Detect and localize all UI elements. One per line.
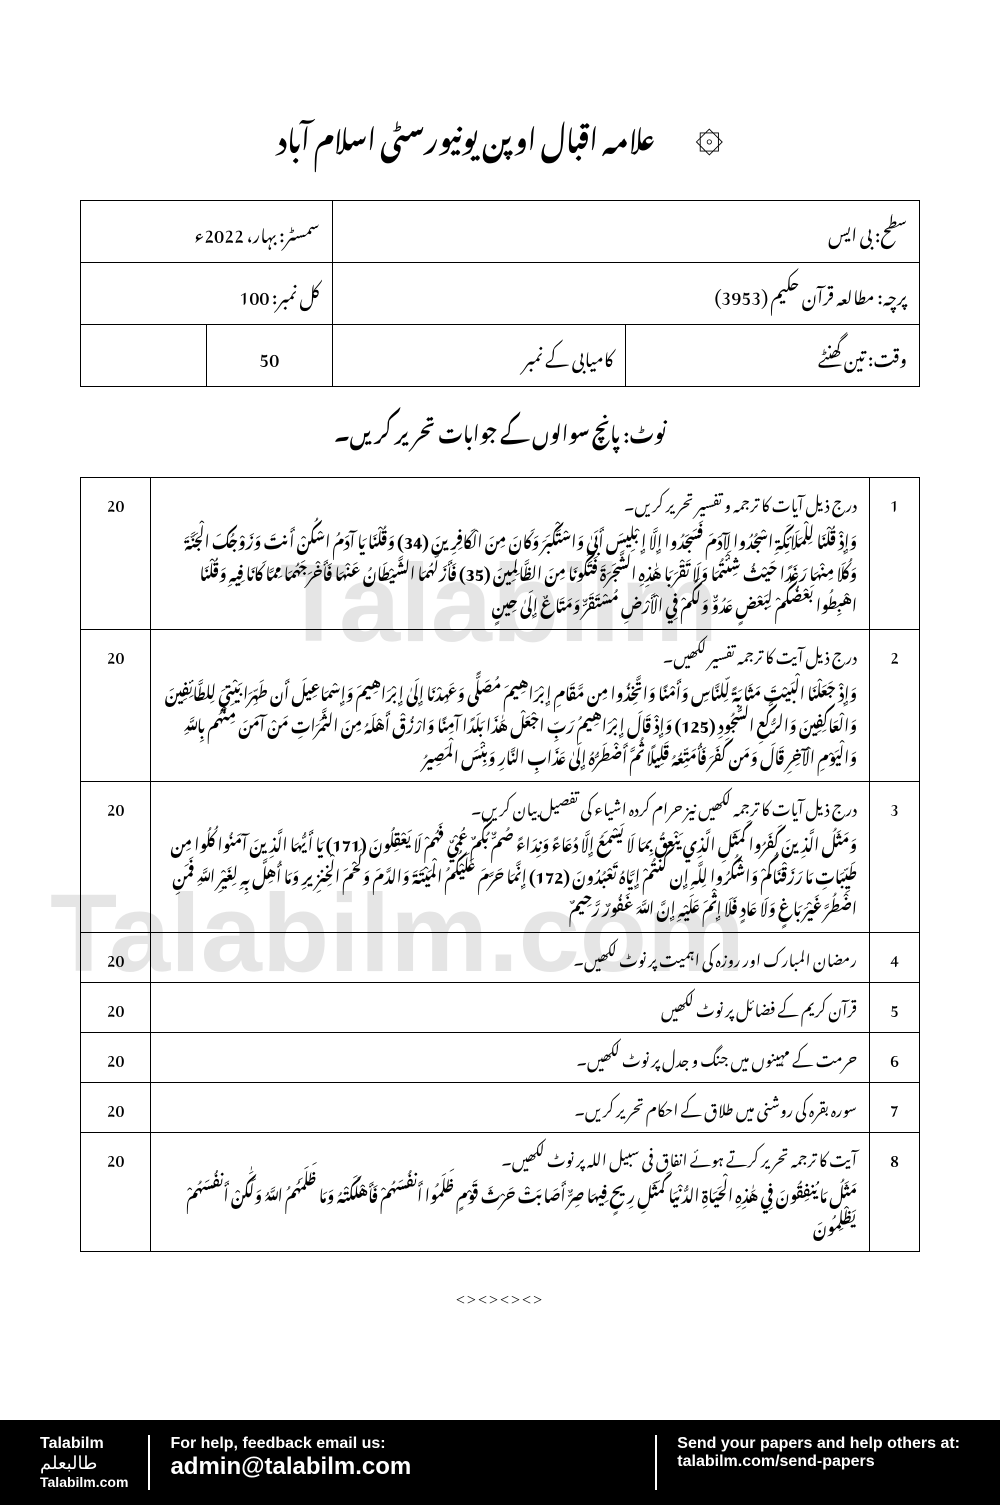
pass-label-cell: کامیابی کے نمبر [332, 325, 626, 387]
table-row: 7 سورہ بقرہ کی روشنی میں طلاق کے احکام تح… [81, 1082, 920, 1132]
question-marks: 20 [81, 983, 151, 1033]
question-marks: 20 [81, 1132, 151, 1252]
header: ۞ علامہ اقبال اوپن یونیورسٹی اسلام آباد [80, 100, 920, 170]
total-marks-cell: کل نمبر: 100 [81, 263, 333, 325]
footer-brand-urdu: طالبعلم [40, 1453, 128, 1474]
exam-paper-page: ۞ علامہ اقبال اوپن یونیورسٹی اسلام آباد … [0, 0, 1000, 1360]
question-number: 4 [870, 933, 920, 983]
question-text: درج ذیل آیات کا ترجمہ لکھیں نیز حرام کرد… [151, 781, 870, 933]
university-logo-icon: ۞ [695, 111, 723, 159]
table-row: 6 حرمت کے مہینوں میں جنگ و جدل پر نوٹ لکھ… [81, 1032, 920, 1082]
table-row: 2درج ذیل آیت کا ترجمہ تفسیر لکھیں۔وَإِذْ… [81, 629, 920, 781]
semester-cell: سمسٹر: بہار، 2022ء [81, 201, 333, 263]
question-prompt: رمضان المبارک اور روزہ کی اہمیت پر نوٹ ل… [573, 937, 857, 977]
footer-email: admin@talabilm.com [170, 1453, 635, 1481]
footer-help-col: For help, feedback email us: admin@talab… [150, 1435, 657, 1490]
table-row: 1 درج ذیل آیات کا ترجمہ و تفسیر تحریر کری… [81, 478, 920, 630]
end-decoration: <><><><> [80, 1292, 920, 1310]
footer-bar: Talabilm طالبعلم Talabilm.com For help, … [0, 1420, 1000, 1505]
question-marks: 20 [81, 933, 151, 983]
time-cell: وقت: تین گھنٹے [626, 325, 920, 387]
table-row: سطح: بی ایس سمسٹر: بہار، 2022ء [81, 201, 920, 263]
question-text: رمضان المبارک اور روزہ کی اہمیت پر نوٹ ل… [151, 933, 870, 983]
question-text: حرمت کے مہینوں میں جنگ و جدل پر نوٹ لکھی… [151, 1032, 870, 1082]
footer-send-col: Send your papers and help others at: tal… [657, 1435, 980, 1490]
question-text: قرآن کریم کے فضائل پر نوٹ لکھیں [151, 983, 870, 1033]
pass-marks-cell: 50 [206, 325, 332, 387]
table-row: 8 آیت کا ترجمہ تحریر کرتے ہوئے انفاق فی س… [81, 1132, 920, 1252]
question-number: 3 [870, 781, 920, 933]
arabic-verse: وَمَثَلُ الَّذِينَ كَفَرُوا كَمَثَلِ الَ… [163, 826, 857, 922]
question-marks: 20 [81, 629, 151, 781]
question-prompt: درج ذیل آیات کا ترجمہ و تفسیر تحریر کریں… [624, 482, 857, 522]
question-marks: 20 [81, 1082, 151, 1132]
question-marks: 20 [81, 1032, 151, 1082]
table-row: 4 رمضان المبارک اور روزہ کی اہمیت پر نوٹ … [81, 933, 920, 983]
footer-brand: Talabilm [40, 1435, 128, 1453]
question-prompt: درج ذیل آیات کا ترجمہ لکھیں نیز حرام کرد… [471, 786, 857, 826]
question-number: 2 [870, 629, 920, 781]
footer-site: Talabilm.com [40, 1474, 128, 1490]
footer-help-text: For help, feedback email us: [170, 1435, 635, 1453]
table-row: 3 درج ذیل آیات کا ترجمہ لکھیں نیز حرام کر… [81, 781, 920, 933]
arabic-verse: وَإِذْ جَعَلْنَا الْبَيْتَ مَثَابَةً لِّ… [163, 675, 857, 771]
paper-cell: پرچہ: مطالعہ قرآن حکیم (3953) [332, 263, 919, 325]
table-row: وقت: تین گھنٹے کامیابی کے نمبر 50 [81, 325, 920, 387]
footer-send-text: Send your papers and help others at: [677, 1435, 960, 1453]
arabic-verse: مَثَلُ مَا يُنفِقُونَ فِي هَٰذِهِ الْحَي… [163, 1177, 857, 1241]
footer-brand-col: Talabilm طالبعلم Talabilm.com [20, 1435, 150, 1490]
question-number: 8 [870, 1132, 920, 1252]
question-number: 1 [870, 478, 920, 630]
question-prompt: درج ذیل آیت کا ترجمہ تفسیر لکھیں۔ [663, 634, 857, 674]
empty-cell [81, 325, 207, 387]
arabic-verse: وَإِذْ قُلْنَا لِلْمَلَائِكَةِ اسْجُدُوا… [163, 523, 857, 619]
footer-send-url: talabilm.com/send-papers [677, 1453, 960, 1471]
question-number: 7 [870, 1082, 920, 1132]
question-prompt: سورہ بقرہ کی روشنی میں طلاق کے احکام تحر… [574, 1087, 857, 1127]
university-title: علامہ اقبال اوپن یونیورسٹی اسلام آباد [277, 100, 656, 170]
question-prompt: آیت کا ترجمہ تحریر کرتے ہوئے انفاق فی سب… [501, 1137, 857, 1177]
question-text: درج ذیل آیات کا ترجمہ و تفسیر تحریر کریں… [151, 478, 870, 630]
question-text: آیت کا ترجمہ تحریر کرتے ہوئے انفاق فی سب… [151, 1132, 870, 1252]
level-cell: سطح: بی ایس [332, 201, 919, 263]
question-marks: 20 [81, 781, 151, 933]
instruction-note: نوٹ: پانچ سوالوں کے جوابات تحریر کریں۔ [80, 405, 920, 455]
question-number: 6 [870, 1032, 920, 1082]
question-prompt: قرآن کریم کے فضائل پر نوٹ لکھیں [661, 987, 857, 1027]
questions-table: 1 درج ذیل آیات کا ترجمہ و تفسیر تحریر کری… [80, 477, 920, 1252]
question-text: درج ذیل آیت کا ترجمہ تفسیر لکھیں۔وَإِذْ … [151, 629, 870, 781]
question-text: سورہ بقرہ کی روشنی میں طلاق کے احکام تحر… [151, 1082, 870, 1132]
question-marks: 20 [81, 478, 151, 630]
table-row: 5 قرآن کریم کے فضائل پر نوٹ لکھیں 20 [81, 983, 920, 1033]
question-number: 5 [870, 983, 920, 1033]
table-row: پرچہ: مطالعہ قرآن حکیم (3953) کل نمبر: 1… [81, 263, 920, 325]
question-prompt: حرمت کے مہینوں میں جنگ و جدل پر نوٹ لکھی… [576, 1037, 857, 1077]
info-table: سطح: بی ایس سمسٹر: بہار، 2022ء پرچہ: مطا… [80, 200, 920, 387]
